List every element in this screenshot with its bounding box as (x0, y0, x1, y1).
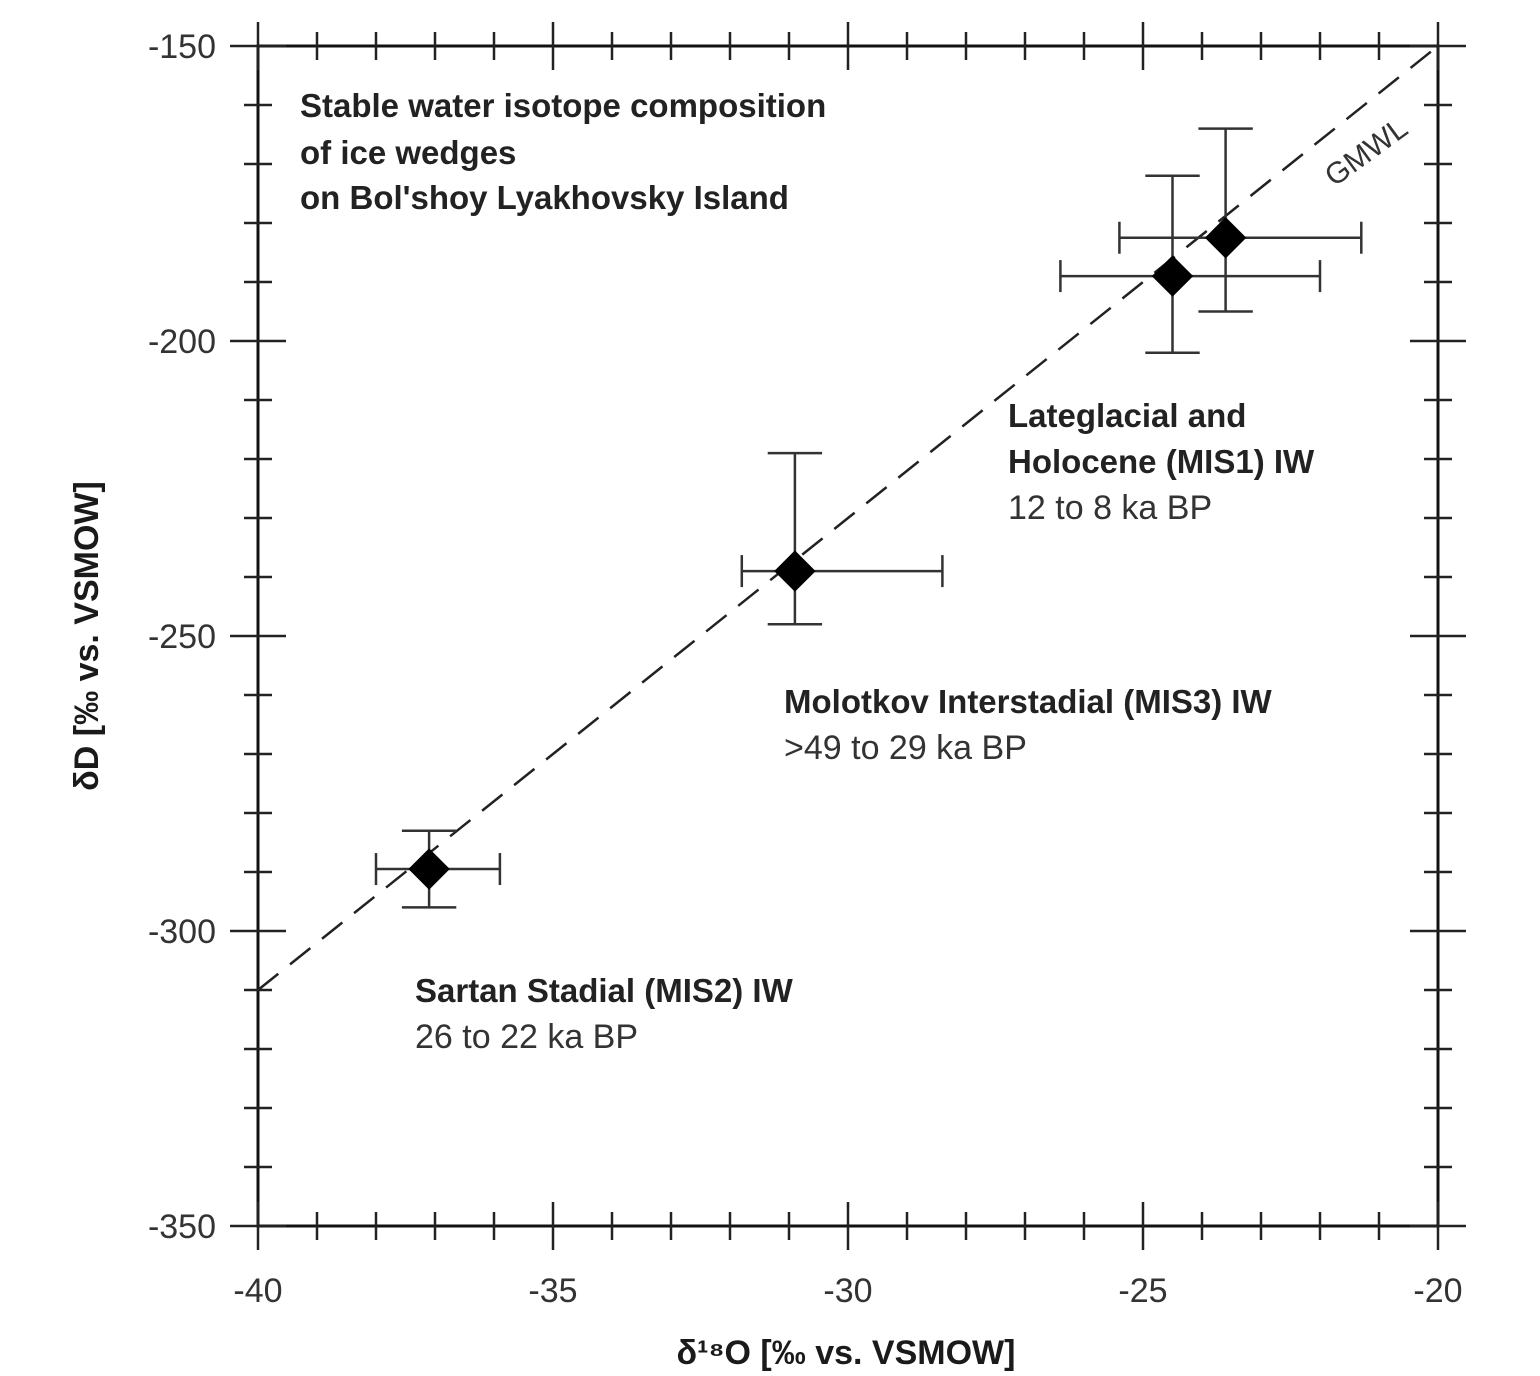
annotation-mis2-age: 26 to 22 ka BP (415, 1018, 638, 1056)
annotation-mis1-age: 12 to 8 ka BP (1008, 489, 1212, 527)
chart-title-line-3: on Bol'shoy Lyakhovsky Island (300, 179, 789, 216)
chart-title-line-2: of ice wedges (300, 134, 516, 171)
y-tick-label: -300 (148, 913, 216, 951)
x-tick-label: -20 (1413, 1272, 1462, 1310)
x-tick-label: -40 (233, 1272, 282, 1310)
annotation-mis2-name: Sartan Stadial (MIS2) IW (415, 972, 794, 1009)
annotation-mis3-name: Molotkov Interstadial (MIS3) IW (784, 683, 1273, 720)
gmwl-reference-line (257, 45, 1439, 991)
data-point-diamond (774, 550, 816, 592)
y-tick-label: -200 (148, 323, 216, 361)
x-tick-label: -30 (823, 1272, 872, 1310)
axis-ticks: -40 -35 -30 -25 -20 -150 -200 -250 -300 -350 (148, 22, 1466, 1310)
data-point-diamond (408, 848, 450, 890)
x-tick-label: -25 (1118, 1272, 1167, 1310)
x-tick-label: -35 (528, 1272, 577, 1310)
y-tick-label: -350 (148, 1208, 216, 1246)
y-tick-label: -250 (148, 618, 216, 656)
data-point-diamond (1151, 255, 1194, 297)
x-axis-title: δ¹⁸O [‰ vs. VSMOW] (677, 1334, 1016, 1372)
y-tick-label: -150 (148, 28, 216, 66)
data-points (408, 217, 1247, 890)
annotation-mis3-age: >49 to 29 ka BP (784, 729, 1027, 767)
y-axis-title: δD [‰ vs. VSMOW] (68, 481, 106, 791)
data-point-diamond (1204, 217, 1247, 259)
chart-title-line-1: Stable water isotope composition (300, 87, 826, 124)
annotation-mis1-name-line-1: Lateglacial and (1008, 397, 1246, 434)
gmwl-label: GMWL (1319, 112, 1414, 194)
annotation-mis1-name-line-2: Holocene (MIS1) IW (1008, 443, 1315, 480)
gmwl-dashed-line (257, 45, 1439, 991)
